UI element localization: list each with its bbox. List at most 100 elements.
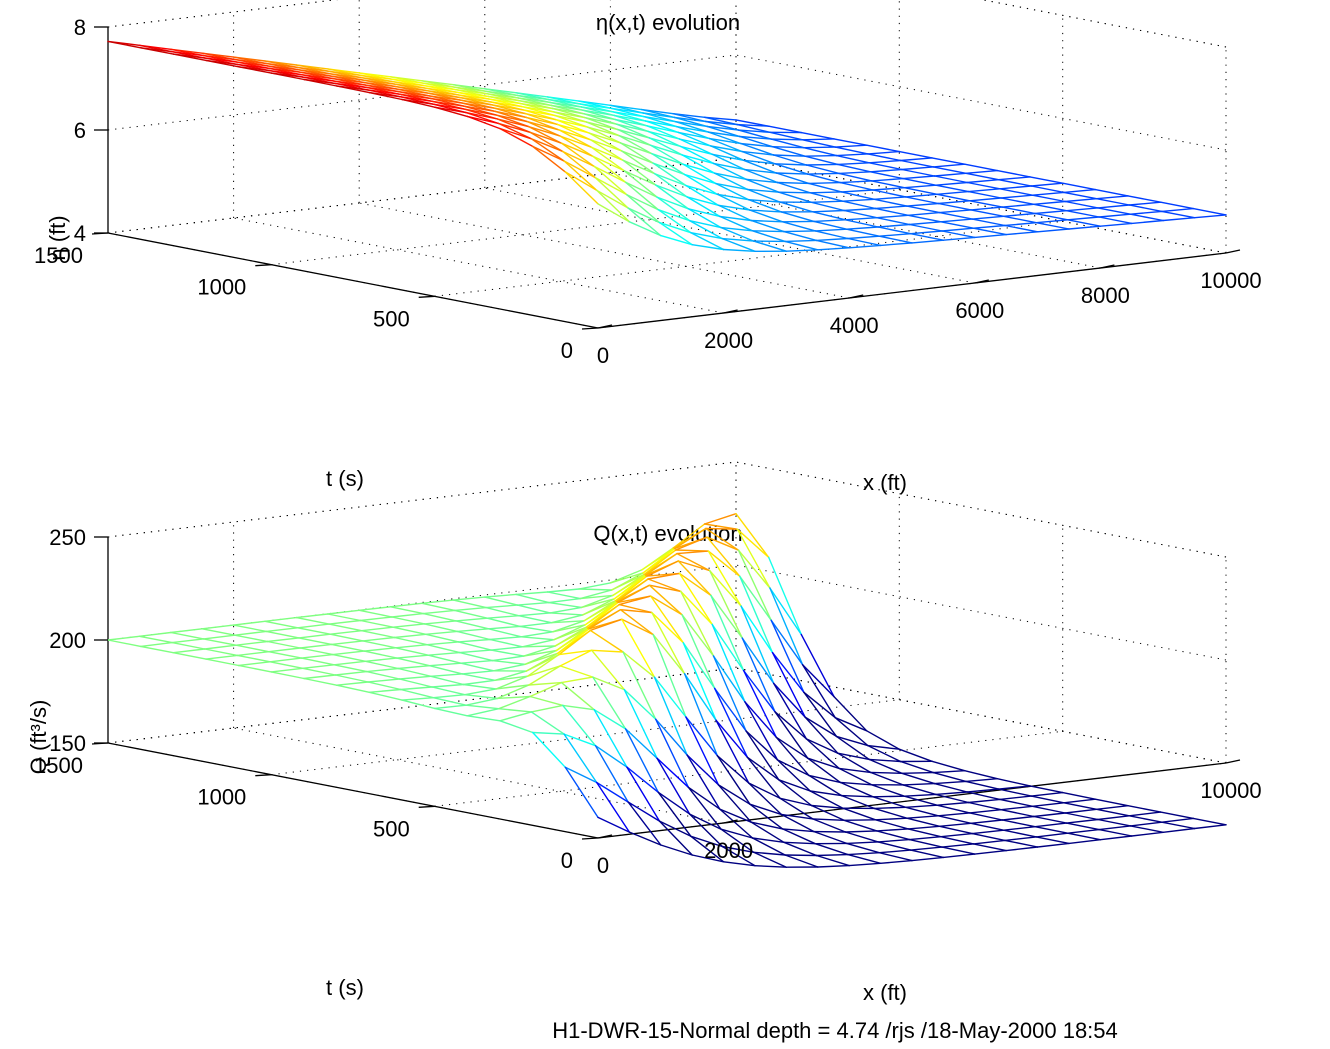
mesh-segment — [837, 752, 872, 774]
mesh-segment — [646, 125, 679, 134]
mesh-segment — [874, 205, 908, 210]
mesh-segment — [717, 784, 752, 823]
mesh-segment — [589, 629, 624, 653]
mesh-segment — [456, 630, 491, 641]
mesh-segment — [1036, 842, 1070, 848]
grid-line — [735, 564, 1227, 661]
mesh-segment — [905, 196, 939, 205]
mesh-segment — [485, 604, 519, 609]
mesh-segment — [873, 806, 907, 810]
mesh-segment — [676, 552, 711, 572]
mesh-segment — [205, 658, 240, 667]
mesh-segment — [270, 671, 305, 680]
mesh-segment — [560, 681, 595, 711]
mesh-segment — [1097, 815, 1131, 821]
mesh-segment — [333, 664, 368, 673]
mesh-segment — [594, 177, 629, 209]
mesh-segment — [769, 587, 804, 666]
mesh-segment — [871, 180, 906, 189]
mesh-segment — [1005, 846, 1039, 852]
mesh-segment — [532, 145, 566, 173]
mesh-segment — [972, 224, 1006, 229]
mesh-segment — [623, 170, 657, 186]
t-tick-label: 1500 — [34, 243, 83, 268]
mesh-segment — [392, 623, 426, 628]
mesh-segment — [940, 836, 975, 845]
mesh-segment — [646, 125, 681, 140]
mesh-segment — [401, 699, 436, 710]
mesh-segment — [452, 596, 486, 601]
mesh-segment — [770, 138, 804, 141]
z-tick-label: 150 — [49, 731, 86, 756]
mesh-segment — [804, 154, 838, 157]
mesh-segment — [298, 637, 333, 646]
mesh-segment — [621, 618, 654, 636]
mesh-segment — [525, 653, 560, 672]
mesh-segment — [867, 744, 900, 750]
mesh-segment — [1033, 815, 1068, 824]
mesh-segment — [434, 704, 467, 710]
mesh-segment — [1030, 185, 1065, 194]
mesh-segment — [911, 239, 945, 244]
mesh-segment — [746, 756, 781, 799]
mesh-segment — [465, 697, 499, 706]
mesh-segment — [681, 614, 715, 657]
mesh-segment — [619, 142, 653, 155]
mesh-segment — [810, 804, 845, 821]
mesh-segment — [834, 144, 868, 148]
mesh-segment — [363, 650, 398, 659]
x-tick-label: 8000 — [1081, 283, 1130, 308]
mesh-segment — [749, 803, 782, 816]
mesh-segment — [965, 780, 1000, 790]
mesh-segment — [776, 181, 811, 194]
mesh-segment — [872, 796, 907, 808]
mesh-segment — [554, 114, 588, 123]
mesh-segment — [564, 766, 598, 784]
mesh-segment — [585, 121, 620, 137]
mesh-segment — [784, 239, 818, 243]
mesh-segment — [1001, 819, 1036, 828]
mesh-segment — [879, 859, 913, 864]
eta-z-axis-label: η (ft) — [45, 215, 70, 260]
mesh-segment — [997, 176, 1031, 181]
mesh-segment — [519, 622, 553, 628]
mesh-segment — [803, 691, 838, 738]
mesh-segment — [524, 652, 559, 665]
mesh-segment — [750, 219, 784, 223]
mesh-segment — [905, 193, 938, 198]
mesh-segment — [839, 180, 873, 184]
mesh-segment — [1029, 176, 1064, 184]
mesh-segment — [775, 172, 810, 185]
x-tick — [1225, 249, 1241, 254]
mesh-segment — [770, 619, 804, 666]
mesh-segment — [232, 620, 266, 626]
mesh-segment — [366, 667, 399, 673]
mesh-segment — [778, 191, 811, 194]
mesh-segment — [776, 759, 810, 777]
mesh-segment — [622, 159, 657, 186]
mesh-segment — [330, 643, 365, 652]
mesh-segment — [1129, 213, 1164, 222]
mesh-segment — [1004, 839, 1039, 848]
mesh-segment — [658, 820, 692, 837]
mesh-segment — [327, 613, 362, 622]
mesh-segment — [751, 230, 785, 233]
mesh-segment — [876, 216, 911, 226]
mesh-segment — [366, 670, 401, 680]
mesh-segment — [658, 221, 692, 234]
mesh-segment — [805, 164, 840, 175]
mesh-segment — [741, 150, 776, 165]
mesh-segment — [628, 221, 662, 237]
mesh-segment — [673, 527, 707, 550]
mesh-segment — [838, 767, 873, 786]
mesh-segment — [400, 686, 433, 691]
mesh-segment — [549, 612, 584, 616]
mesh-segment — [714, 172, 749, 191]
mesh-segment — [466, 708, 500, 717]
mesh-segment — [1003, 829, 1038, 838]
mesh-segment — [907, 828, 942, 838]
mesh-segment — [770, 619, 805, 693]
mesh-segment — [965, 778, 998, 783]
box-edge — [735, 667, 1227, 764]
mesh-segment — [521, 639, 555, 648]
